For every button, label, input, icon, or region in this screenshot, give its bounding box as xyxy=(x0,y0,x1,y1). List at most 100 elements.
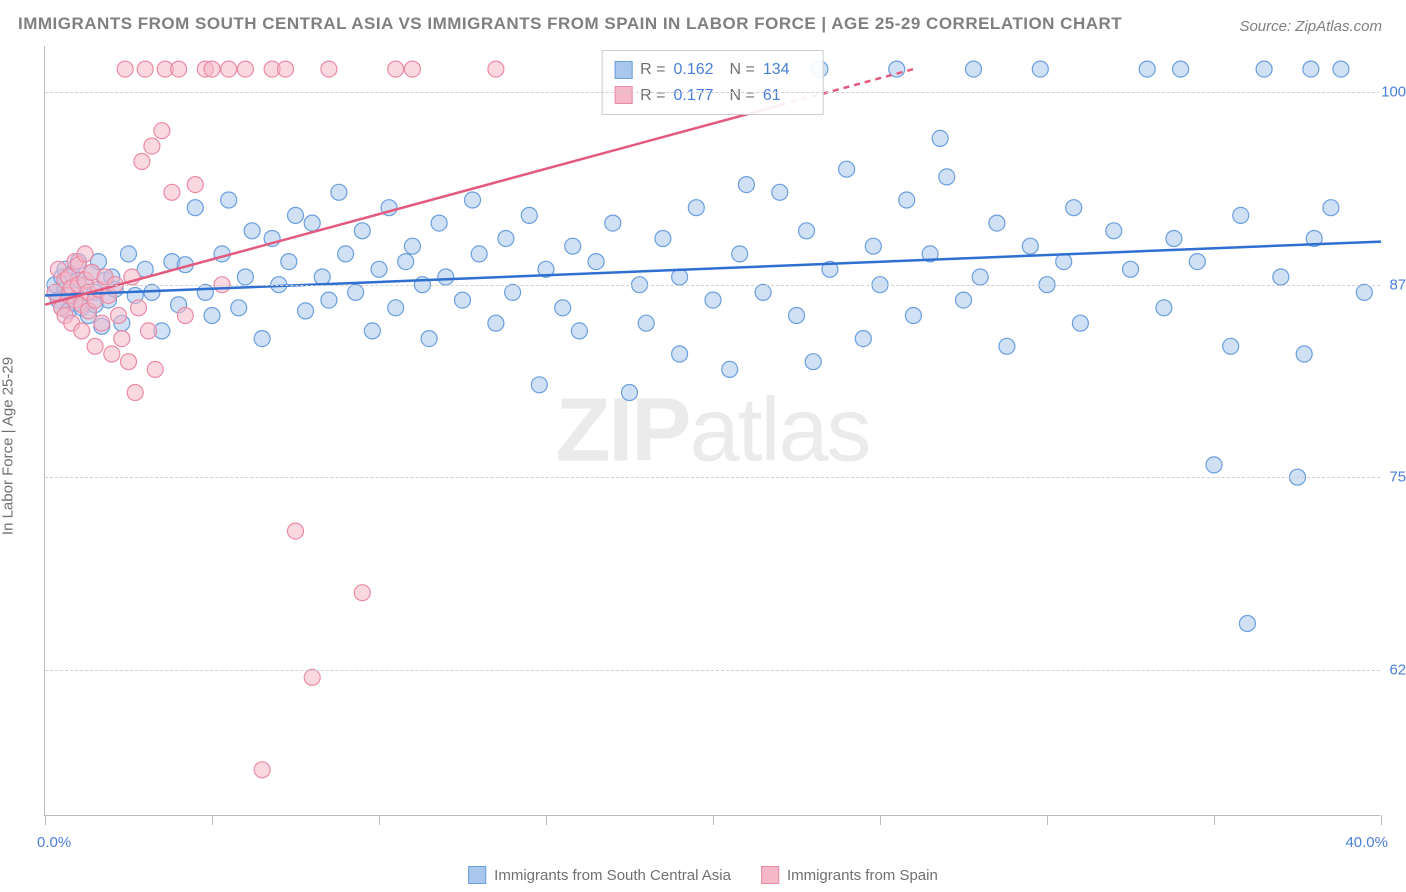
legend-r-label: R = xyxy=(640,57,665,83)
legend-n-value: 61 xyxy=(763,83,811,109)
scatter-point xyxy=(471,246,487,262)
scatter-point xyxy=(705,292,721,308)
legend-top: R =0.162N =134R =0.177N = 61 xyxy=(601,50,824,115)
chart-svg xyxy=(45,46,1380,815)
scatter-point xyxy=(244,223,260,239)
scatter-point xyxy=(899,192,915,208)
scatter-point xyxy=(672,346,688,362)
x-tick xyxy=(880,815,881,825)
scatter-point xyxy=(571,323,587,339)
scatter-point xyxy=(1156,300,1172,316)
gridline xyxy=(45,670,1380,671)
scatter-point xyxy=(956,292,972,308)
legend-top-row: R =0.162N =134 xyxy=(614,57,811,83)
legend-swatch xyxy=(614,86,632,104)
scatter-point xyxy=(137,61,153,77)
legend-swatch xyxy=(614,61,632,79)
x-tick xyxy=(45,815,46,825)
legend-item: Immigrants from Spain xyxy=(761,866,938,884)
scatter-point xyxy=(338,246,354,262)
legend-swatch xyxy=(468,866,486,884)
scatter-point xyxy=(371,261,387,277)
scatter-point xyxy=(321,61,337,77)
scatter-point xyxy=(231,300,247,316)
scatter-point xyxy=(1106,223,1122,239)
scatter-point xyxy=(331,184,347,200)
legend-item: Immigrants from South Central Asia xyxy=(468,866,731,884)
scatter-point xyxy=(1296,346,1312,362)
x-tick xyxy=(212,815,213,825)
y-tick-label: 87.5% xyxy=(1387,276,1406,293)
scatter-point xyxy=(127,385,143,401)
scatter-point xyxy=(1072,315,1088,331)
legend-r-value: 0.177 xyxy=(674,83,722,109)
scatter-point xyxy=(364,323,380,339)
scatter-point xyxy=(354,585,370,601)
scatter-point xyxy=(121,246,137,262)
scatter-point xyxy=(521,207,537,223)
scatter-point xyxy=(404,61,420,77)
scatter-point xyxy=(1333,61,1349,77)
scatter-point xyxy=(839,161,855,177)
scatter-point xyxy=(77,246,93,262)
scatter-point xyxy=(204,308,220,324)
scatter-point xyxy=(388,300,404,316)
legend-bottom: Immigrants from South Central Asia Immigr… xyxy=(468,866,938,884)
scatter-point xyxy=(431,215,447,231)
scatter-point xyxy=(1273,269,1289,285)
scatter-point xyxy=(237,61,253,77)
scatter-point xyxy=(121,354,137,370)
scatter-point xyxy=(114,331,130,347)
scatter-point xyxy=(288,523,304,539)
scatter-point xyxy=(277,61,293,77)
y-axis-label: In Labor Force | Age 25-29 xyxy=(0,357,17,535)
scatter-point xyxy=(1356,284,1372,300)
scatter-point xyxy=(187,200,203,216)
scatter-point xyxy=(789,308,805,324)
scatter-point xyxy=(1056,254,1072,270)
scatter-point xyxy=(147,361,163,377)
scatter-point xyxy=(1239,616,1255,632)
scatter-point xyxy=(972,269,988,285)
scatter-point xyxy=(197,284,213,300)
scatter-point xyxy=(304,669,320,685)
scatter-point xyxy=(87,338,103,354)
scatter-point xyxy=(110,308,126,324)
scatter-point xyxy=(672,269,688,285)
legend-label: Immigrants from Spain xyxy=(787,867,938,884)
scatter-point xyxy=(1323,200,1339,216)
scatter-point xyxy=(772,184,788,200)
scatter-point xyxy=(314,269,330,285)
legend-n-label: N = xyxy=(730,83,755,109)
scatter-point xyxy=(799,223,815,239)
x-tick-label-last: 40.0% xyxy=(1345,834,1388,851)
y-tick-label: 62.5% xyxy=(1387,661,1406,678)
scatter-point xyxy=(738,177,754,193)
scatter-point xyxy=(237,269,253,285)
scatter-point xyxy=(144,138,160,154)
scatter-point xyxy=(722,361,738,377)
legend-r-value: 0.162 xyxy=(674,57,722,83)
scatter-point xyxy=(1166,231,1182,247)
gridline xyxy=(45,92,1380,93)
scatter-point xyxy=(254,331,270,347)
scatter-point xyxy=(688,200,704,216)
scatter-point xyxy=(488,315,504,331)
scatter-point xyxy=(154,123,170,139)
scatter-point xyxy=(438,269,454,285)
scatter-point xyxy=(805,354,821,370)
scatter-point xyxy=(204,61,220,77)
scatter-point xyxy=(488,61,504,77)
scatter-point xyxy=(304,215,320,231)
plot-area: ZIPatlas R =0.162N =134R =0.177N = 61 62… xyxy=(44,46,1380,816)
scatter-point xyxy=(321,292,337,308)
scatter-point xyxy=(1206,457,1222,473)
scatter-point xyxy=(117,61,133,77)
legend-swatch xyxy=(761,866,779,884)
x-tick xyxy=(1381,815,1382,825)
scatter-point xyxy=(74,323,90,339)
scatter-point xyxy=(288,207,304,223)
scatter-point xyxy=(187,177,203,193)
scatter-point xyxy=(732,246,748,262)
scatter-point xyxy=(989,215,1005,231)
